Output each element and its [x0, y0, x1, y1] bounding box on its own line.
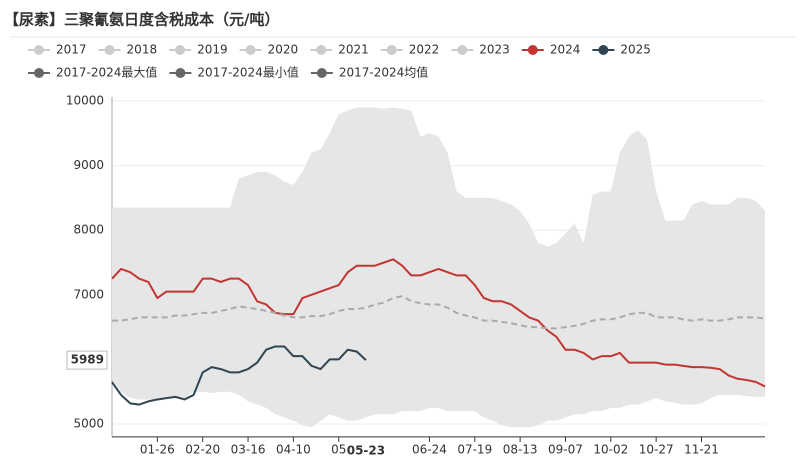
- legend-item[interactable]: 2018: [98, 43, 158, 57]
- legend-dot: [527, 45, 538, 55]
- y-tick-label: 7000: [73, 287, 104, 301]
- x-tick-label: 01-26: [140, 442, 175, 456]
- pointer-y-label: 5989: [71, 353, 104, 367]
- legend-label: 2023: [479, 43, 510, 57]
- legend-label: 2024: [550, 43, 581, 57]
- pointer-x-label: 05-23: [347, 443, 385, 457]
- x-tick-label: 10-02: [593, 442, 628, 456]
- x-tick-label: 10-27: [639, 442, 674, 456]
- legend-item[interactable]: 2020: [239, 43, 299, 57]
- legend-label: 2025: [620, 43, 651, 57]
- x-tick-label: 06-24: [412, 442, 447, 456]
- legend-item[interactable]: 2017: [28, 43, 87, 57]
- legend-item[interactable]: 2024: [521, 43, 581, 57]
- legend-label: 2018: [127, 43, 158, 57]
- series-line: [111, 258, 766, 388]
- legend-dot: [316, 45, 327, 55]
- legend-dot: [316, 68, 327, 78]
- pointer-y-box: [66, 350, 108, 370]
- x-tick-label: 08-13: [503, 442, 538, 456]
- legend-label: 2017-2024最小值: [197, 65, 298, 80]
- legend-label: 2020: [268, 43, 299, 57]
- legend-item[interactable]: 2017-2024均值: [310, 65, 428, 80]
- legend-item[interactable]: 2021: [310, 43, 369, 57]
- legend-dot: [457, 45, 468, 55]
- legend-dot: [34, 68, 44, 78]
- y-tick-label: 10000: [66, 94, 104, 108]
- legend-label: 2021: [338, 43, 369, 57]
- x-tick-label: 07-19: [457, 442, 492, 456]
- x-tick-label: 11-21: [684, 442, 719, 456]
- x-tick-label: 05: [331, 442, 346, 456]
- legend-dot: [245, 45, 256, 55]
- legend-dot: [104, 45, 115, 55]
- legend-dot: [175, 68, 186, 78]
- legend-item[interactable]: 2017-2024最小值: [169, 65, 299, 80]
- legend-label: 2017: [56, 43, 87, 57]
- y-tick-label: 9000: [73, 158, 104, 172]
- legend-dot: [598, 45, 609, 55]
- legend-item[interactable]: 2023: [451, 43, 510, 57]
- legend-dot: [386, 45, 397, 55]
- series-line: [111, 345, 367, 406]
- legend-item[interactable]: 2025: [592, 43, 651, 57]
- x-tick-label: 02-20: [185, 442, 220, 456]
- legend-dot: [175, 45, 186, 55]
- legend-label: 2017-2024均值: [339, 65, 428, 80]
- y-tick-label: 5000: [73, 417, 104, 431]
- y-tick-label: 8000: [73, 223, 104, 237]
- legend-item[interactable]: 2017-2024最大值: [28, 65, 157, 80]
- legend-label: 2017-2024最大值: [56, 65, 157, 80]
- chart-title: 【尿素】三聚氰氨日度含税成本（元/吨）: [4, 11, 279, 29]
- legend-item[interactable]: 2019: [169, 43, 228, 57]
- legend-label: 2019: [197, 43, 228, 57]
- legend-item[interactable]: 2022: [380, 43, 440, 57]
- x-tick-label: 09-07: [548, 442, 583, 456]
- legend-dot: [34, 45, 44, 55]
- x-tick-label: 04-10: [276, 442, 311, 456]
- range-band: [112, 107, 765, 428]
- series-line: [112, 295, 766, 330]
- x-tick-label: 03-16: [231, 442, 266, 456]
- legend-label: 2022: [409, 43, 440, 57]
